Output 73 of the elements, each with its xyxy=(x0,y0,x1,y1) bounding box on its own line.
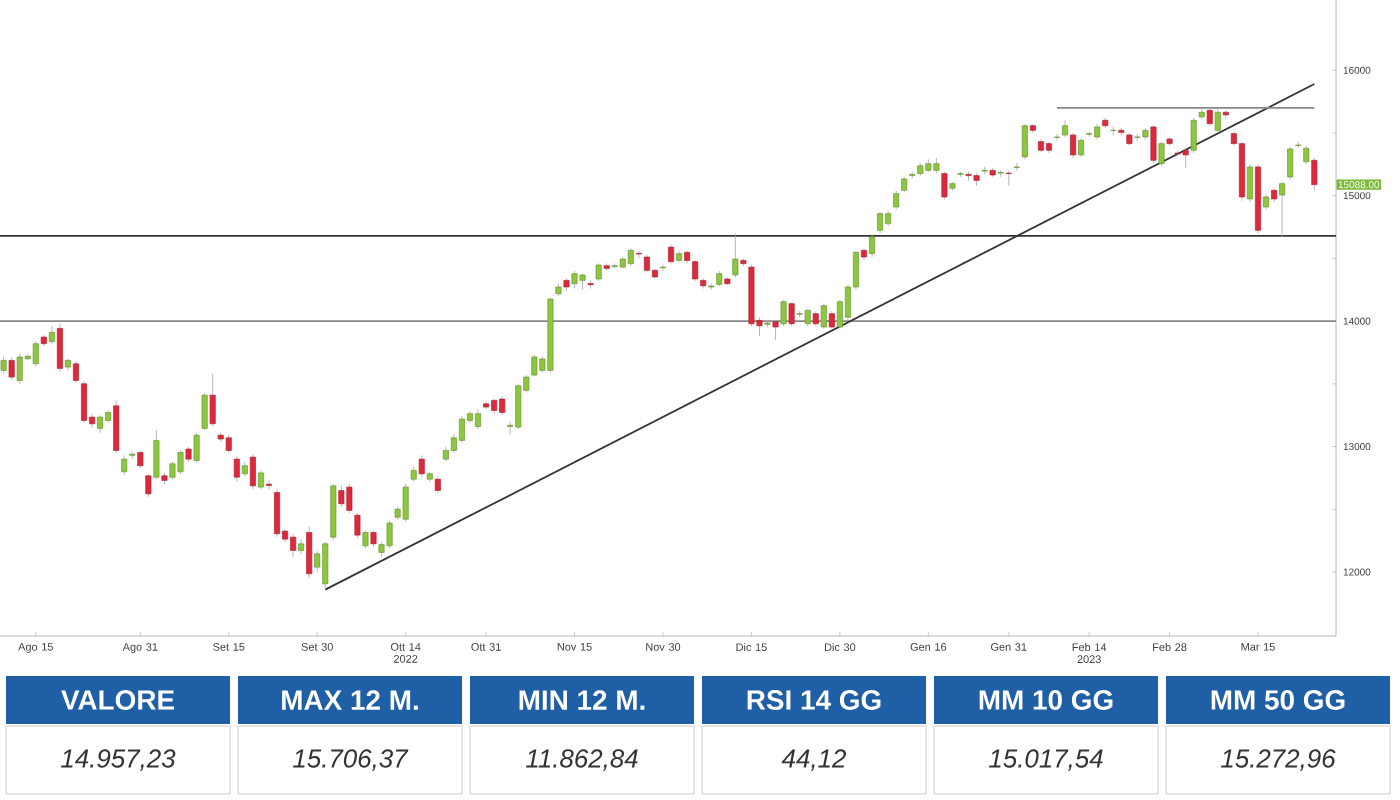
candlestick xyxy=(475,408,481,430)
candlestick xyxy=(121,454,128,476)
candlestick xyxy=(1190,117,1197,154)
candlestick xyxy=(233,456,240,483)
candlestick xyxy=(1062,120,1068,138)
candlestick xyxy=(780,299,787,327)
candlestick xyxy=(386,520,393,549)
text: 15.706,37 xyxy=(293,749,409,771)
text: 15.272,96 xyxy=(1221,749,1336,771)
candlestick xyxy=(515,383,522,430)
candlestick xyxy=(113,399,120,454)
candlestick xyxy=(1303,145,1310,165)
text: MIN 12 M. xyxy=(519,690,645,710)
candlestick xyxy=(338,485,345,508)
candlestick xyxy=(1247,163,1253,203)
candlestick xyxy=(820,303,827,330)
candlestick xyxy=(1311,157,1318,192)
candlestick xyxy=(941,171,948,200)
candlestick xyxy=(298,539,305,555)
candlestick xyxy=(274,488,280,538)
candlestick xyxy=(1182,147,1189,169)
candlestick xyxy=(32,340,39,367)
candlestick xyxy=(201,392,208,431)
candlestick xyxy=(732,232,739,278)
candlestick xyxy=(692,259,699,282)
text: 44,12 xyxy=(781,749,847,771)
candlestick xyxy=(16,353,23,385)
candlestick xyxy=(48,325,55,345)
text: 15.017,54 xyxy=(989,749,1103,771)
text: 11.862,84 xyxy=(526,749,638,771)
candlestick xyxy=(8,357,15,381)
candlestick xyxy=(193,432,200,464)
candlestick xyxy=(241,461,248,478)
candlestick xyxy=(1214,108,1221,134)
candlestick xyxy=(459,416,465,444)
text: MAX 12 M. xyxy=(282,690,418,710)
candlestick xyxy=(153,429,160,480)
candlestick xyxy=(1070,132,1077,159)
candlestick xyxy=(418,454,425,478)
candlestick xyxy=(877,211,884,234)
candlestick xyxy=(1005,170,1012,187)
text: RSI 14 GG xyxy=(747,690,881,710)
candlestick xyxy=(1150,125,1157,164)
candlestick xyxy=(56,323,63,372)
candlestick xyxy=(346,483,353,514)
candlestick xyxy=(893,190,900,210)
candlestick xyxy=(322,541,329,590)
candlestick xyxy=(1287,146,1294,180)
candlestick xyxy=(249,453,256,490)
candlestick xyxy=(145,473,152,498)
candlestick xyxy=(788,301,795,327)
text: VALORE xyxy=(61,690,175,710)
candlestick xyxy=(81,380,87,424)
candlestick xyxy=(1078,137,1085,158)
candlestick xyxy=(402,483,409,523)
text: 14.957,23 xyxy=(61,749,176,771)
candlestick xyxy=(1206,106,1213,126)
candlestick xyxy=(209,373,216,427)
candlestick xyxy=(73,360,79,383)
candlestick xyxy=(869,234,875,258)
candlestick xyxy=(668,244,674,264)
candlestick xyxy=(1021,123,1028,160)
candlestick xyxy=(354,512,361,539)
candlestick xyxy=(1158,141,1165,166)
candlestick xyxy=(1279,181,1286,238)
candlestick xyxy=(290,533,297,558)
text: MM 10 GG xyxy=(979,690,1113,710)
candlestick xyxy=(306,526,313,579)
candlestick xyxy=(177,449,184,475)
candlestick xyxy=(499,395,506,416)
text: MM 50 GG xyxy=(1211,690,1345,710)
candlestick xyxy=(772,319,779,341)
candlestick xyxy=(257,470,264,490)
